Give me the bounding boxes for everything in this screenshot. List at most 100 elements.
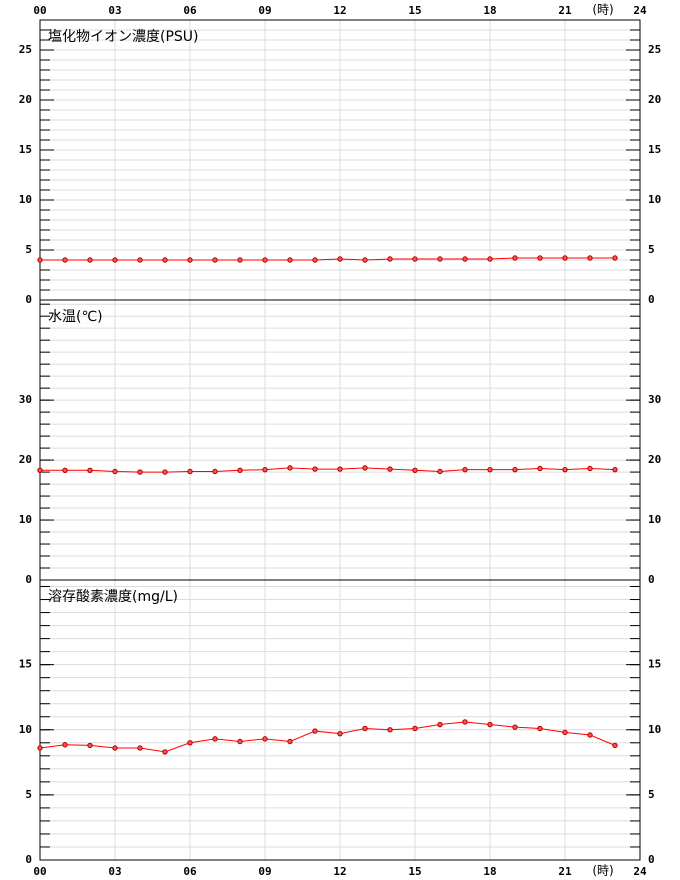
data-point — [412, 467, 418, 473]
panel-title: 塩化物イオン濃度(PSU) — [48, 29, 199, 45]
data-point — [112, 745, 118, 751]
y-tick-label: 10 — [648, 513, 661, 526]
x-tick-label: 03 — [108, 865, 121, 878]
x-tick-label: 06 — [183, 4, 197, 17]
data-point — [337, 466, 343, 472]
data-point — [62, 467, 68, 473]
y-tick-label: 10 — [648, 723, 661, 736]
x-tick-label: 24 — [633, 865, 647, 878]
y-tick-label: 10 — [19, 193, 32, 206]
data-point — [537, 255, 543, 261]
data-point — [562, 466, 568, 473]
data-point — [162, 257, 168, 263]
y-tick-label: 10 — [19, 723, 32, 736]
y-tick-label: 10 — [648, 193, 661, 206]
x-tick-label: 09 — [258, 865, 271, 878]
data-point — [87, 257, 93, 263]
data-point — [537, 465, 543, 472]
data-point — [312, 728, 318, 734]
data-point — [587, 465, 593, 472]
data-point — [312, 257, 318, 263]
data-point — [237, 257, 243, 263]
data-point — [37, 467, 43, 473]
data-point — [87, 742, 93, 749]
y-tick-label: 30 — [648, 393, 661, 406]
data-point — [562, 729, 568, 736]
data-point — [287, 465, 293, 471]
data-point — [187, 740, 193, 746]
data-line — [40, 257, 615, 261]
x-tick-label: 00 — [33, 4, 46, 17]
y-tick-label: 0 — [648, 293, 655, 306]
y-tick-label: 20 — [19, 453, 32, 466]
data-point — [137, 257, 143, 263]
data-point — [362, 465, 368, 471]
data-point — [137, 469, 143, 475]
data-point — [37, 257, 43, 263]
data-point — [287, 257, 293, 263]
data-point — [162, 469, 168, 475]
data-point — [437, 468, 443, 475]
data-point — [587, 255, 593, 261]
y-tick-label: 20 — [19, 93, 32, 106]
data-point — [462, 466, 468, 473]
x-tick-label: 21 — [558, 4, 572, 17]
data-point — [412, 256, 418, 262]
y-tick-label: 30 — [19, 393, 32, 406]
x-tick-label: 03 — [108, 4, 121, 17]
y-tick-label: 15 — [648, 658, 661, 671]
x-tick-label: 21 — [558, 865, 572, 878]
data-point — [262, 466, 268, 473]
data-point — [562, 255, 568, 261]
x-tick-label: 24 — [633, 4, 647, 17]
y-tick-label: 15 — [19, 143, 32, 156]
data-line — [39, 721, 616, 753]
data-point — [212, 257, 218, 263]
data-point — [87, 467, 93, 473]
data-point — [387, 256, 393, 262]
x-tick-label: 15 — [408, 4, 421, 17]
data-point — [362, 725, 368, 732]
x-tick-label: 12 — [333, 865, 346, 878]
data-point — [262, 257, 268, 263]
data-point — [212, 736, 218, 742]
x-unit: (時) — [592, 3, 613, 17]
data-point — [387, 727, 393, 733]
data-point — [212, 468, 218, 475]
data-point — [187, 468, 193, 475]
y-tick-label: 0 — [648, 573, 655, 586]
x-tick-label: 12 — [333, 4, 346, 17]
y-tick-label: 15 — [19, 658, 32, 671]
y-tick-label: 15 — [648, 143, 661, 156]
data-point — [487, 256, 493, 262]
y-tick-label: 25 — [648, 43, 661, 56]
y-tick-label: 20 — [648, 453, 661, 466]
x-tick-label: 18 — [483, 865, 496, 878]
data-point — [337, 256, 343, 262]
panel-frame — [39, 579, 641, 861]
data-point — [612, 255, 618, 261]
data-point — [237, 738, 243, 745]
y-tick-label: 20 — [648, 93, 661, 106]
data-point — [587, 732, 593, 738]
data-point — [62, 742, 68, 748]
y-tick-label: 25 — [19, 43, 32, 56]
data-point — [612, 742, 618, 749]
data-point — [462, 719, 468, 725]
panel-title: 水温(℃) — [48, 309, 103, 325]
data-point — [537, 725, 543, 732]
x-tick-label: 09 — [258, 4, 271, 17]
y-tick-label: 10 — [19, 513, 32, 526]
data-point — [287, 738, 293, 745]
data-point — [612, 466, 618, 473]
data-point — [37, 745, 43, 751]
x-tick-label: 00 — [33, 865, 46, 878]
data-line — [40, 467, 616, 473]
y-tick-label: 0 — [648, 853, 655, 866]
data-point — [112, 468, 118, 475]
data-point — [437, 256, 443, 262]
data-point — [487, 466, 493, 473]
data-point — [137, 745, 143, 751]
